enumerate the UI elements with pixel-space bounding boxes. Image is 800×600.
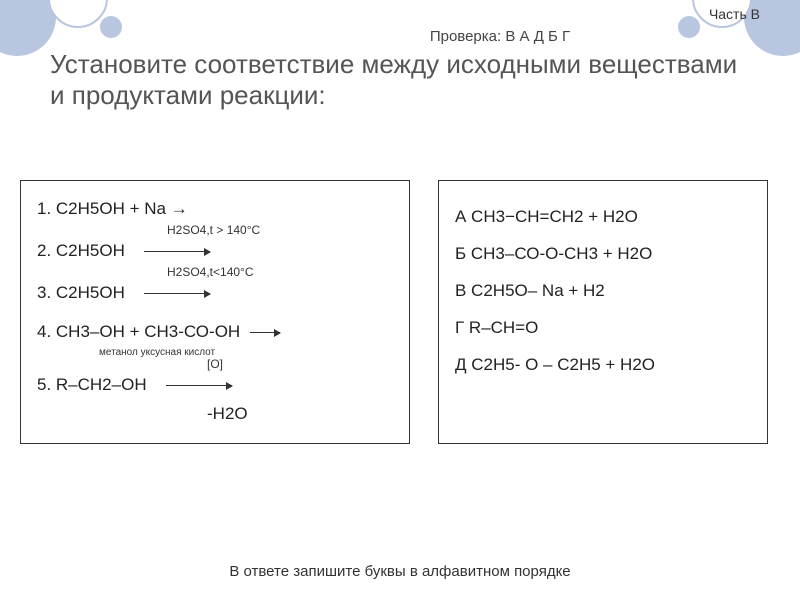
arrow-icon <box>144 251 210 252</box>
deco-circle-tl-ring <box>48 0 108 28</box>
product-d: Д С2Н5- О – С2Н5 + Н2О <box>455 351 751 380</box>
product-b: Б СН3–СО-О-СН3 + Н2О <box>455 240 751 269</box>
arrow-icon <box>250 332 280 333</box>
reaction-3: 3. С2Н5ОН <box>37 279 393 308</box>
reaction-4: 4. СН3–ОН + СН3-СО-ОН <box>37 318 393 347</box>
reaction-2: 2. С2Н5ОН <box>37 237 393 266</box>
product-a: А СН3−СН=СН2 + Н2О <box>455 203 751 232</box>
product-g: Г R–СН=О <box>455 314 751 343</box>
part-label: Часть В <box>709 6 760 22</box>
product-v: В С2Н5О– Na + Н2 <box>455 277 751 306</box>
reaction-3-text: 3. С2Н5ОН <box>37 283 125 302</box>
reaction-3-condition: H2SO4,t<140°С <box>37 266 393 279</box>
answer-key-line: Проверка: В А Д Б Г <box>250 28 750 45</box>
arrow-icon <box>144 293 210 294</box>
reactants-panel: 1. С2Н5ОН + Na → H2SO4,t > 140°С 2. С2Н5… <box>20 180 410 444</box>
reaction-2-condition: H2SO4,t > 140°С <box>37 224 393 237</box>
reaction-4-text: 4. СН3–ОН + СН3-СО-ОН <box>37 322 240 341</box>
page-title: Установите соответствие между исходными … <box>50 49 750 111</box>
reaction-5: 5. R–СН2–ОН <box>37 371 393 400</box>
content-row: 1. С2Н5ОН + Na → H2SO4,t > 140°С 2. С2Н5… <box>20 180 780 444</box>
products-panel: А СН3−СН=СН2 + Н2О Б СН3–СО-О-СН3 + Н2О … <box>438 180 768 444</box>
reaction-5-text: 5. R–СН2–ОН <box>37 375 147 394</box>
reaction-5-tail: -Н2О <box>37 400 393 429</box>
reaction-2-text: 2. С2Н5ОН <box>37 241 125 260</box>
arrow-icon <box>166 385 232 386</box>
deco-circle-tl-fill <box>0 0 56 56</box>
reaction-1: 1. С2Н5ОН + Na → <box>37 195 393 224</box>
footer-instruction: В ответе запишите буквы в алфавитном пор… <box>0 563 800 580</box>
title-block: Проверка: В А Д Б Г Установите соответст… <box>50 28 750 111</box>
reaction-5-condition: [О] <box>37 358 393 371</box>
